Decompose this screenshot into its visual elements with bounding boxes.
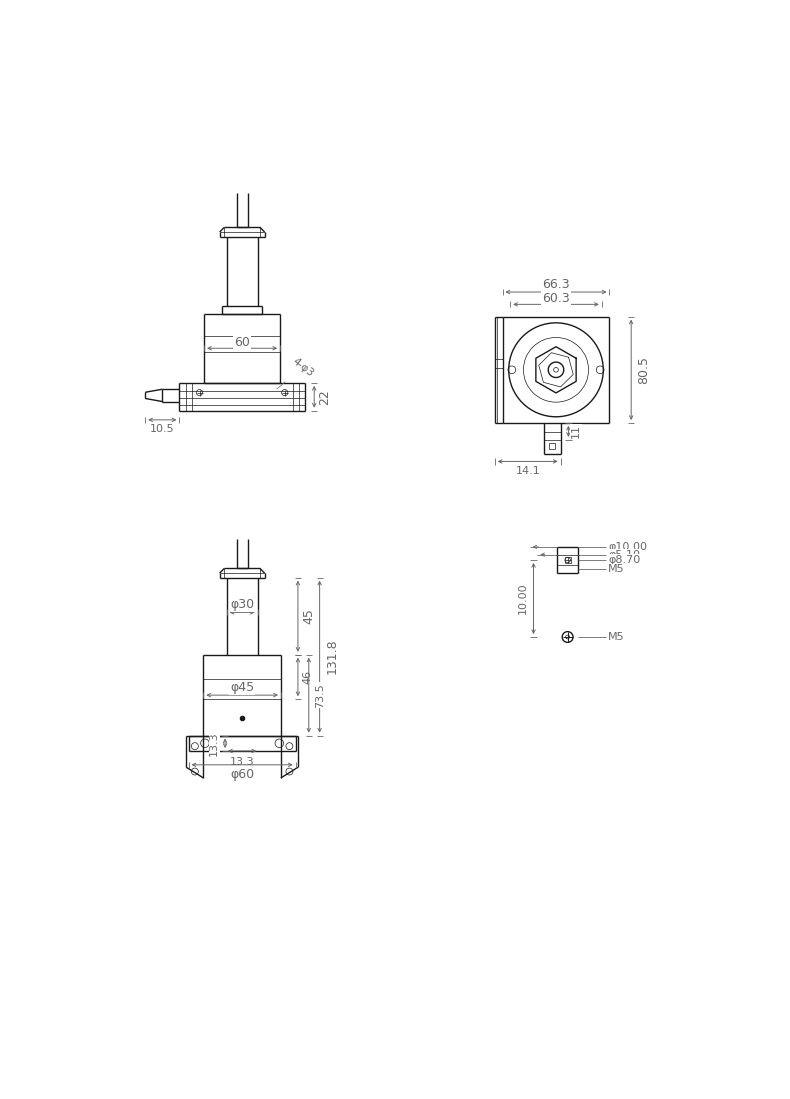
Text: 73.5: 73.5 — [314, 682, 325, 708]
Text: 10.00: 10.00 — [517, 582, 528, 614]
Bar — [549, 443, 555, 449]
Text: 14.1: 14.1 — [515, 466, 540, 476]
Text: φ30: φ30 — [230, 598, 254, 611]
Text: φ10.00: φ10.00 — [608, 542, 647, 552]
Text: 13.3: 13.3 — [230, 757, 254, 767]
Text: 10.5: 10.5 — [150, 424, 175, 434]
Text: φ5.10: φ5.10 — [608, 550, 640, 559]
Text: 60: 60 — [234, 335, 250, 348]
Text: M5: M5 — [608, 632, 625, 642]
Text: 46: 46 — [303, 669, 312, 684]
Text: 66.3: 66.3 — [542, 278, 570, 291]
Text: 13.3: 13.3 — [209, 731, 220, 756]
Text: 4-φ3: 4-φ3 — [276, 356, 315, 389]
Text: 80.5: 80.5 — [637, 356, 650, 384]
Text: 131.8: 131.8 — [325, 639, 339, 675]
Text: 45: 45 — [303, 608, 315, 624]
Text: φ60: φ60 — [230, 767, 254, 780]
Text: 60.3: 60.3 — [542, 291, 570, 304]
Text: φ8.70: φ8.70 — [608, 555, 640, 565]
Text: 22: 22 — [318, 389, 332, 404]
Text: M5: M5 — [608, 564, 625, 575]
Text: φ45: φ45 — [230, 681, 254, 693]
Bar — [565, 557, 570, 563]
Text: 11: 11 — [571, 424, 581, 439]
